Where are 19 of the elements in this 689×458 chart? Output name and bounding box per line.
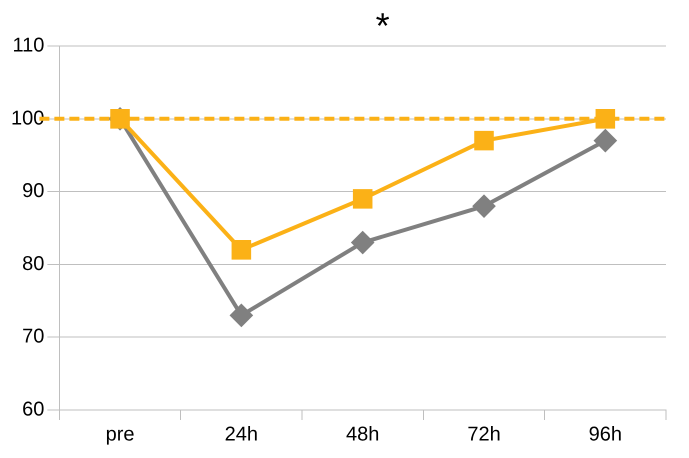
- y-tick-label: 100: [10, 107, 44, 130]
- point: [473, 195, 496, 218]
- y-tick-label: 70: [22, 326, 44, 348]
- point: [352, 232, 374, 254]
- y-tick-label: 110: [12, 34, 44, 57]
- x-tick-label: 24h: [224, 424, 258, 446]
- x-tick-label: 72h: [467, 424, 501, 446]
- point: [474, 130, 494, 150]
- x-tick-label: pre: [106, 424, 134, 446]
- y-tick-label: 60: [22, 398, 44, 421]
- x-tick-label: 48h: [346, 424, 380, 446]
- point: [230, 304, 252, 326]
- y-tick-label: 90: [22, 180, 44, 202]
- point: [594, 130, 616, 152]
- text: *: [376, 4, 390, 46]
- y-tick-label: 80: [22, 252, 44, 275]
- point: [232, 240, 252, 260]
- x-tick-label: 96h: [588, 424, 622, 446]
- point: [352, 189, 372, 209]
